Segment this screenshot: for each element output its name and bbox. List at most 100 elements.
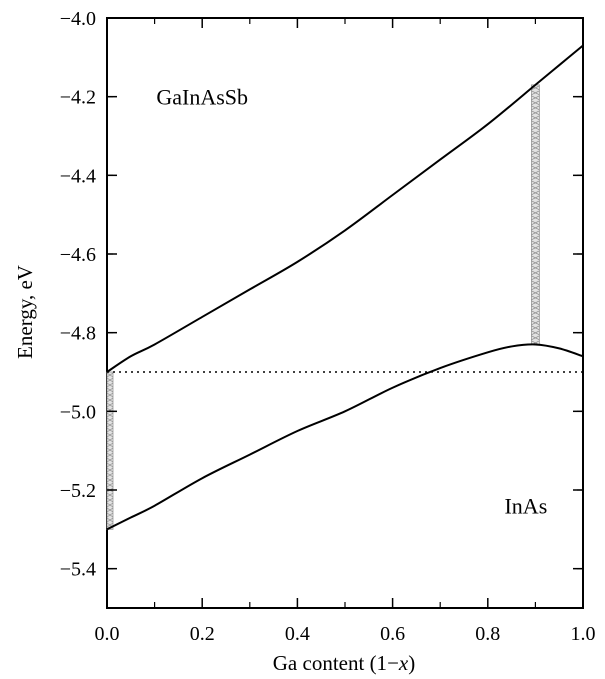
band-hatch [531,100,540,106]
band-hatch [106,422,114,428]
band-hatch [106,412,114,418]
band-hatch [531,240,540,246]
band-hatch [106,442,114,448]
y-tick-label: −4.6 [60,244,96,266]
band-hatch [531,155,540,161]
plot-area: 0.0 0.2 0.4 0.6 0.8 1.0 −4.0−4.2−4.4−4.6−4.8−… [60,8,596,645]
x-axis-title-variable: x [398,651,409,675]
band-hatch [106,437,114,443]
band-hatch [531,290,540,296]
y-tick-label: −5.0 [60,401,96,423]
band-hatch [531,220,540,226]
band-hatch [531,125,540,131]
band-hatch [106,457,114,463]
shaded-bands [106,84,540,530]
y-tick-label: −5.4 [60,559,96,581]
band-hatch [106,507,114,513]
band-hatch [106,502,114,508]
band-hatch [531,200,540,206]
band-hatch [106,492,114,498]
band-hatch [531,235,540,241]
band-hatch [531,215,540,221]
series-line-2 [106,343,584,531]
annotation-label: GaInAsSb [156,85,248,110]
band-hatch [106,447,114,453]
series-line-1 [106,44,584,373]
band-hatch [531,190,540,196]
band-hatch [106,517,114,523]
series-lines [106,44,584,531]
band-hatch [106,372,114,378]
band-hatch [106,482,114,488]
band-hatch [106,377,114,383]
band-hatch [106,477,114,483]
band-hatch [531,330,540,336]
band-hatch [531,165,540,171]
band-hatch [531,175,540,181]
y-tick-label: −5.2 [60,480,96,502]
y-ticks: −4.0 −4.2 −4.4 −4.6 −4.8 −5.0 −5.2 −5.4 [60,8,583,581]
x-axis-title-prefix: Ga content (1 [273,651,387,675]
annotation-label: InAs [504,494,547,519]
band-hatch [106,397,114,403]
x-ticks: 0.0 0.2 0.4 0.6 0.8 1.0 [95,18,596,645]
band-hatch [106,417,114,423]
band-hatch [531,195,540,201]
x-tick-label: 0.6 [380,623,405,645]
band-hatch [531,300,540,306]
y-tick-label: −4.8 [60,323,96,345]
band-hatch [531,270,540,276]
band-hatch [531,180,540,186]
band-hatch [531,285,540,291]
band-hatch [531,255,540,261]
y-tick-label: −4.2 [60,87,96,109]
band-hatch [531,335,540,341]
band-hatch [106,522,114,528]
band-hatch [531,115,540,121]
band-hatch [531,275,540,281]
band-hatch [531,305,540,311]
x-tick-label: 0.8 [475,623,500,645]
band-hatch [106,472,114,478]
y-axis-title: Energy, eV [13,265,37,359]
band-hatch [531,185,540,191]
band-hatch [106,387,114,393]
band-hatch [106,427,114,433]
band-hatch [531,250,540,256]
y-tick-label: −4.4 [60,165,96,187]
band-hatch [531,110,540,116]
band-hatch [531,280,540,286]
band-hatch [531,210,540,216]
x-axis-title-minus: − [387,651,399,675]
shaded-band [106,371,114,530]
band-hatch [531,160,540,166]
band-hatch [531,130,540,136]
band-hatch [531,150,540,156]
band-hatch [531,230,540,236]
band-hatch [531,105,540,111]
band-hatch [531,85,540,91]
band-hatch [531,320,540,326]
band-hatch [531,245,540,251]
band-hatch [106,392,114,398]
x-axis-title: Ga content (1−x) [273,651,415,675]
band-hatch [531,205,540,211]
x-tick-label: 0.4 [285,623,310,645]
band-hatch [531,325,540,331]
band-hatch [106,402,114,408]
band-hatch [106,512,114,518]
band-hatch [531,170,540,176]
band-hatch [531,95,540,101]
x-tick-label: 0.0 [95,623,120,645]
band-hatch [106,432,114,438]
band-hatch [531,120,540,126]
x-tick-label: 0.2 [190,623,215,645]
band-hatch [106,497,114,503]
band-hatch [531,225,540,231]
band-hatch [106,467,114,473]
band-hatch [531,145,540,151]
band-hatch [106,462,114,468]
band-hatch [531,135,540,141]
band-hatch [531,295,540,301]
